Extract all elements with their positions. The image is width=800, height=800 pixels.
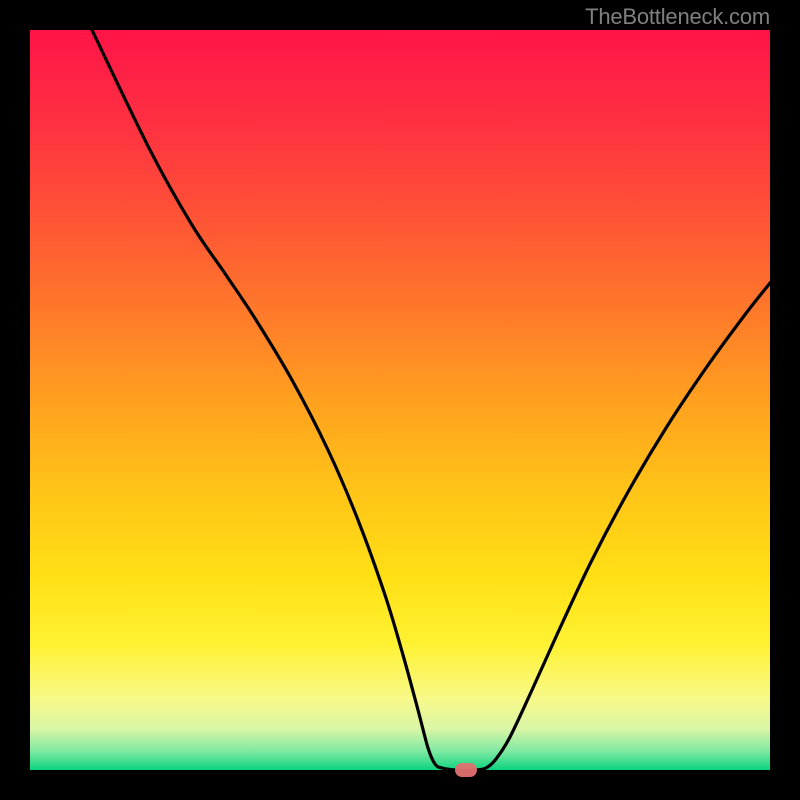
chart-plot-svg — [0, 0, 800, 800]
bottleneck-curve — [92, 30, 770, 770]
optimal-point-marker — [455, 763, 477, 777]
chart-container: TheBottleneck.com — [0, 0, 800, 800]
watermark-text: TheBottleneck.com — [585, 4, 770, 30]
